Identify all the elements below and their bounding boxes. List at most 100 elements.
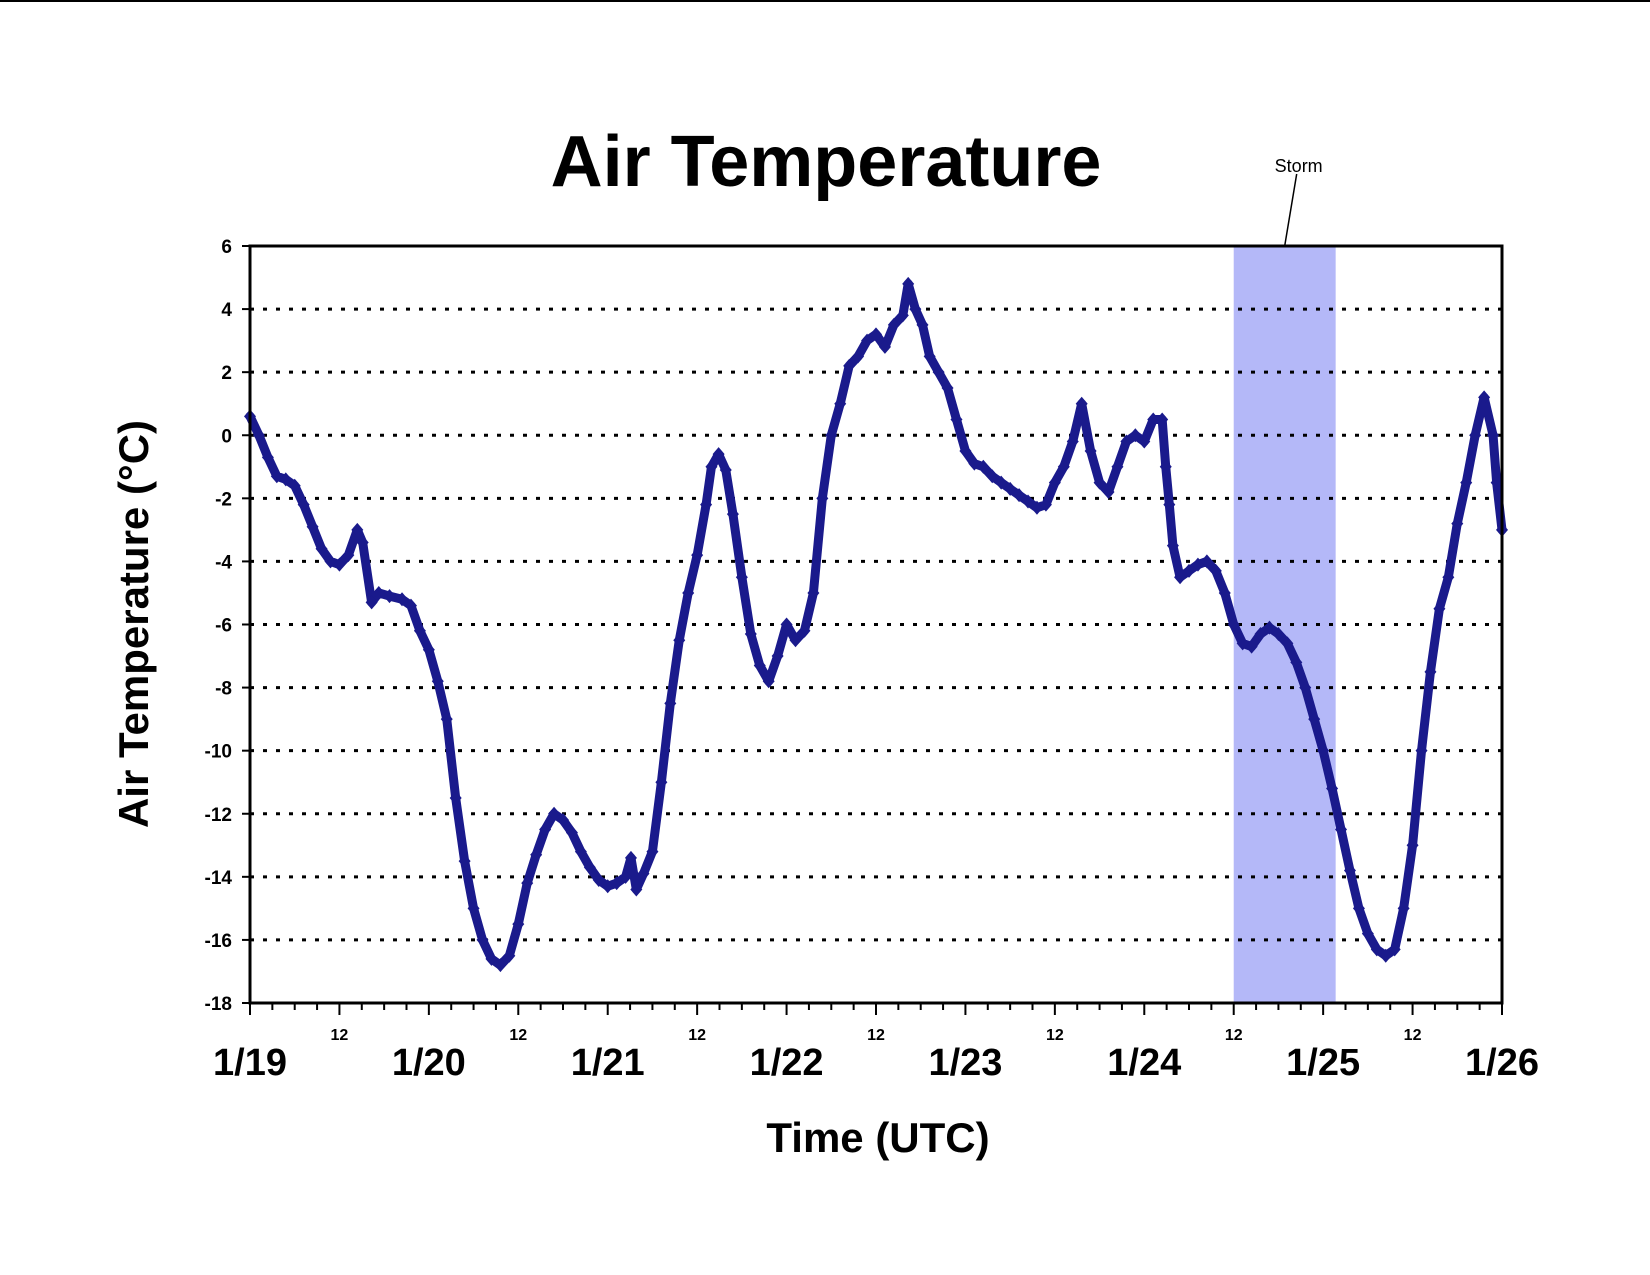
data-point-marker xyxy=(968,456,981,471)
data-point-marker xyxy=(297,497,310,512)
y-tick-label: 4 xyxy=(221,300,232,321)
data-point-marker xyxy=(1163,497,1176,512)
data-point-marker xyxy=(261,450,274,465)
data-point-marker xyxy=(565,825,578,840)
y-tick-label: 0 xyxy=(221,426,232,447)
data-point-marker xyxy=(1159,459,1172,474)
data-point-marker xyxy=(753,658,766,673)
data-point-marker xyxy=(1487,428,1500,443)
data-point-marker xyxy=(664,696,677,711)
top-border-line xyxy=(0,0,1650,2)
data-point-marker xyxy=(1326,781,1339,796)
data-point-marker xyxy=(1379,948,1392,963)
x-day-label: 1/26 xyxy=(1465,1042,1539,1084)
y-tick-label: -6 xyxy=(215,616,232,637)
data-point-marker xyxy=(1093,475,1106,490)
data-point-marker xyxy=(449,790,462,805)
data-point-marker xyxy=(1039,497,1052,512)
data-point-marker xyxy=(1442,570,1455,585)
data-point-marker xyxy=(1245,639,1258,654)
data-point-marker xyxy=(726,507,739,522)
data-point-marker xyxy=(771,649,784,664)
x-day-label: 1/21 xyxy=(571,1042,645,1084)
data-point-marker xyxy=(1308,712,1321,727)
data-point-marker xyxy=(467,901,480,916)
data-point-marker xyxy=(503,948,516,963)
data-point-marker xyxy=(735,570,748,585)
y-tick-label: -4 xyxy=(215,552,232,573)
data-point-marker xyxy=(630,882,643,897)
data-point-marker xyxy=(431,674,444,689)
x-hour-label: 12 xyxy=(331,1027,349,1044)
data-point-marker xyxy=(574,844,587,859)
data-point-marker xyxy=(646,844,659,859)
y-tick-label: 2 xyxy=(221,363,232,384)
data-point-marker xyxy=(539,822,552,837)
data-point-marker xyxy=(1263,620,1276,635)
data-point-marker xyxy=(288,478,301,493)
data-point-marker xyxy=(705,459,718,474)
data-point-marker xyxy=(333,557,346,572)
data-point-marker xyxy=(1281,636,1294,651)
data-point-marker xyxy=(494,958,507,973)
data-point-marker xyxy=(1361,926,1374,941)
data-point-marker xyxy=(1013,488,1026,503)
x-day-label: 1/20 xyxy=(392,1042,466,1084)
y-tick-label: -10 xyxy=(205,742,232,763)
data-point-marker xyxy=(1406,838,1419,853)
data-point-marker xyxy=(1138,434,1151,449)
y-tick-label: 6 xyxy=(221,237,232,258)
data-point-marker xyxy=(1209,563,1222,578)
data-point-marker xyxy=(1030,500,1043,515)
data-point-marker xyxy=(682,585,695,600)
data-point-marker xyxy=(655,775,668,790)
data-point-marker xyxy=(1469,428,1482,443)
data-point-marker xyxy=(986,469,999,484)
data-point-marker xyxy=(1352,901,1365,916)
data-point-marker xyxy=(902,276,915,291)
data-point-marker xyxy=(1218,585,1231,600)
data-point-marker xyxy=(1299,680,1312,695)
chart-title: Air Temperature xyxy=(551,122,1102,202)
data-point-marker xyxy=(1174,570,1187,585)
data-point-marker xyxy=(1111,459,1124,474)
data-point-marker xyxy=(521,876,534,891)
data-point-marker xyxy=(762,674,775,689)
data-point-marker xyxy=(923,349,936,364)
storm-label: Storm xyxy=(1275,156,1323,176)
x-day-label: 1/23 xyxy=(928,1042,1002,1084)
x-hour-label: 12 xyxy=(867,1027,885,1044)
data-point-marker xyxy=(1156,412,1169,427)
data-point-marker xyxy=(1415,743,1428,758)
x-hour-label: 12 xyxy=(1046,1027,1064,1044)
data-point-marker xyxy=(548,806,561,821)
data-point-marker xyxy=(816,491,829,506)
data-point-marker xyxy=(1048,475,1061,490)
y-tick-label: -12 xyxy=(205,805,232,826)
x-axis: 1/19 1/20 1/21 1/22 1/23 1/24 1/25 1/26 12 12 12 12… xyxy=(213,1003,1539,1084)
data-point-marker xyxy=(1075,396,1088,411)
y-tick-label: -18 xyxy=(205,994,232,1015)
x-axis-title: Time (UTC) xyxy=(766,1114,989,1161)
data-point-marker xyxy=(843,358,856,373)
data-point-marker xyxy=(383,589,396,604)
data-point-marker xyxy=(1004,481,1017,496)
data-point-marker xyxy=(719,462,732,477)
y-tick-label: -14 xyxy=(205,868,233,889)
storm-shading xyxy=(1233,246,1336,1003)
data-point-marker xyxy=(1236,636,1249,651)
data-point-marker xyxy=(941,380,954,395)
data-point-marker xyxy=(852,349,865,364)
data-point-marker xyxy=(861,333,874,348)
data-point-marker xyxy=(1335,822,1348,837)
data-point-marker xyxy=(342,548,355,563)
data-point-marker xyxy=(624,850,637,865)
x-hour-label: 12 xyxy=(1404,1027,1422,1044)
data-series xyxy=(244,276,1508,973)
data-point-marker xyxy=(1478,390,1491,405)
data-point-marker xyxy=(1451,516,1464,531)
x-day-label: 1/19 xyxy=(213,1042,287,1084)
data-point-marker xyxy=(825,428,838,443)
data-point-marker xyxy=(977,459,990,474)
